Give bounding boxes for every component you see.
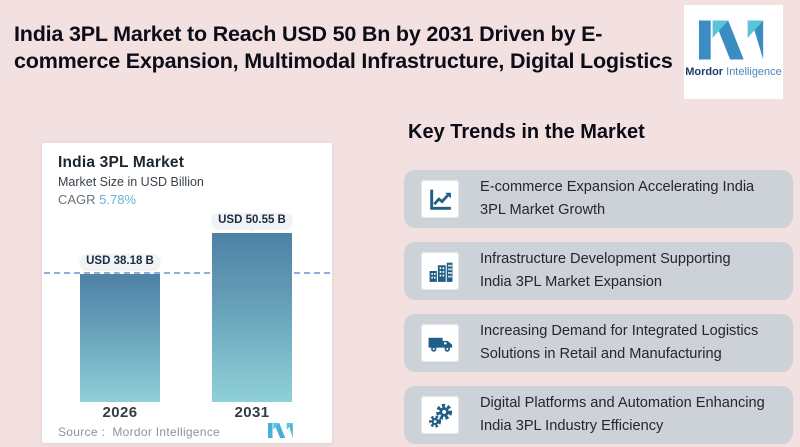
page-title-line2: commerce Expansion, Multimodal Infrastru… [14,49,673,73]
gears-icon [428,403,452,428]
trend-icon-tile [421,180,459,218]
market-chart-card: India 3PL Market Market Size in USD Bill… [42,143,332,443]
bar-2026 [80,274,160,402]
trend-text-line2: India 3PL Market Expansion [480,274,662,290]
trend-icon-tile [421,396,459,434]
trend-card-infrastructure: Infrastructure Development Supporting In… [404,242,793,300]
dashed-reference-line [44,272,330,275]
trend-text-line1: Increasing Demand for Integrated Logisti… [480,323,759,339]
trend-text-line2: India 3PL Industry Efficiency [480,418,664,434]
trend-text-line1: E-commerce Expansion Accelerating India [480,179,755,195]
source-attribution: Source : Mordor Intelligence [58,425,221,439]
trend-text-line2: Solutions in Retail and Manufacturing [480,346,722,362]
x-axis-label-2026: 2026 [102,404,138,421]
trend-text-line1: Digital Platforms and Automation Enhanci… [480,395,765,411]
trend-text: Infrastructure Development Supporting In… [480,248,731,294]
cagr-row: CAGR 5.78% [58,192,136,207]
trend-text: E-commerce Expansion Accelerating India … [480,176,754,222]
brand-name-bold: Mordor [685,66,724,78]
trend-card-logistics-demand: Increasing Demand for Integrated Logisti… [404,314,793,372]
trend-text: Increasing Demand for Integrated Logisti… [480,320,758,366]
trend-text-line1: Infrastructure Development Supporting [480,251,731,267]
trend-card-digital-automation: Digital Platforms and Automation Enhanci… [404,386,793,444]
trend-icon-tile [421,324,459,362]
chart-subtitle: Market Size in USD Billion [58,175,204,189]
brand-name: Mordor Intelligence [685,66,782,78]
buildings-icon [429,262,452,282]
trend-icon-tile [421,252,459,290]
cagr-label: CAGR [58,192,100,207]
page-title-line1: India 3PL Market to Reach USD 50 Bn by 2… [14,22,603,46]
bar-2031 [212,233,292,402]
trend-text: Digital Platforms and Automation Enhanci… [480,392,765,438]
trend-card-ecommerce: E-commerce Expansion Accelerating India … [404,170,793,228]
truck-icon [428,337,452,352]
x-axis-label-2031: 2031 [234,404,270,421]
page-title: India 3PL Market to Reach USD 50 Bn by 2… [14,21,682,75]
bar-value-label-2031: USD 50.55 B [212,213,292,232]
mordor-intelligence-logo-icon [698,20,763,60]
brand-name-light: Intelligence [723,66,782,78]
mini-mordor-logo-icon [268,423,293,438]
trends-heading: Key Trends in the Market [408,121,645,143]
cagr-value: 5.78% [99,192,137,207]
mordor-intelligence-logo-box: Mordor Intelligence [684,5,783,99]
chart-title: India 3PL Market [58,154,185,171]
bar-value-label-2026: USD 38.18 B [80,254,160,274]
trend-text-line2: 3PL Market Growth [480,202,606,218]
line-chart-icon [429,189,451,210]
